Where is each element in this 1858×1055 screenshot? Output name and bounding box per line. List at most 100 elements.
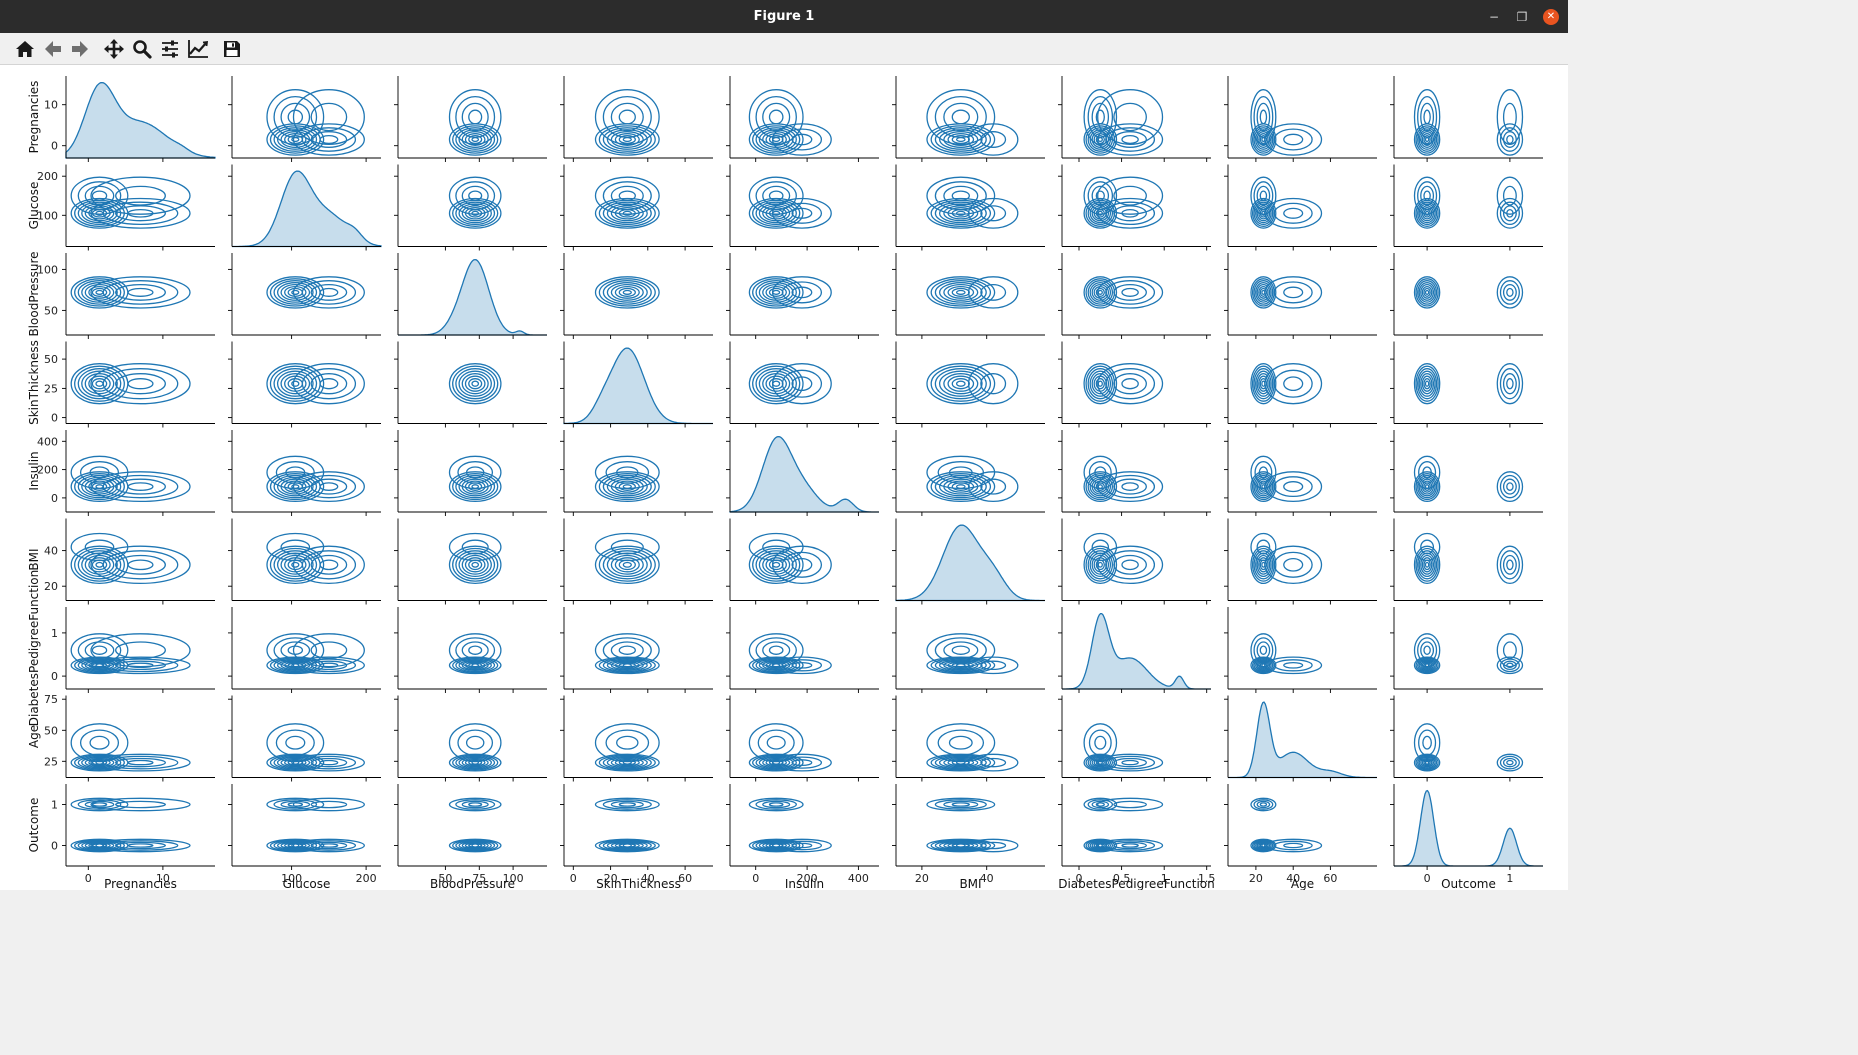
back-button[interactable] bbox=[40, 36, 66, 61]
kde-contour-line bbox=[280, 660, 311, 671]
kde-contours-age-vs-glucose bbox=[266, 723, 365, 772]
restore-button[interactable]: ❐ bbox=[1508, 0, 1536, 33]
kde-contour-line bbox=[955, 289, 966, 295]
kde-contour-line bbox=[90, 838, 191, 853]
kde-contour-line bbox=[91, 759, 108, 766]
kde-contour-line bbox=[765, 285, 787, 299]
y-tick-label: 50 bbox=[44, 724, 58, 737]
kde-contour-line bbox=[90, 633, 191, 668]
kde-contour-line bbox=[319, 843, 339, 848]
kde-contours-diabetespedigreefunction-vs-bmi bbox=[926, 633, 1019, 675]
forward-button[interactable] bbox=[67, 36, 93, 61]
kde-contour-line bbox=[458, 840, 492, 851]
figure-canvas[interactable]: 0 10 100 200 50 100 0 25 50 0 200 400 20 40 0 1 25 50 75 0 1… bbox=[0, 65, 1568, 891]
kde-contour-line bbox=[280, 539, 311, 555]
kde-contour-line bbox=[1105, 840, 1156, 851]
kde-contour-line bbox=[947, 285, 975, 299]
kde-contour-line bbox=[74, 365, 125, 402]
kde-contour-line bbox=[266, 838, 325, 853]
kde-contour-line bbox=[468, 378, 483, 390]
kde-contour-line bbox=[77, 280, 122, 305]
kde-contour-line bbox=[622, 561, 632, 568]
kde-contour-line bbox=[768, 559, 784, 571]
kde-contour-line bbox=[1083, 545, 1118, 585]
kde-contour-line bbox=[1423, 287, 1431, 297]
kde-contour-line bbox=[292, 123, 365, 156]
kde-contour-line bbox=[1283, 481, 1304, 493]
kde-contour-line bbox=[310, 554, 348, 575]
kde-contour-line bbox=[273, 550, 318, 580]
kde-contour-line bbox=[1253, 181, 1274, 211]
kde-contour-line bbox=[1421, 375, 1433, 392]
kde-contour-line bbox=[455, 474, 496, 499]
kde-density-diabetespedigreefunction bbox=[1062, 612, 1211, 690]
kde-contour-line bbox=[1089, 370, 1112, 397]
kde-contour-line bbox=[1113, 554, 1147, 575]
kde-contour-line bbox=[310, 660, 348, 671]
zoom-button[interactable] bbox=[129, 36, 155, 61]
kde-contour-line bbox=[1256, 554, 1271, 575]
kde-contour-line bbox=[461, 373, 489, 395]
kde-contour-line bbox=[291, 289, 300, 295]
kde-contour-line bbox=[752, 125, 801, 154]
kde-contour-line bbox=[758, 756, 794, 769]
kde-contour-line bbox=[88, 480, 111, 493]
kde-contours-pregnancies-vs-outcome bbox=[1413, 89, 1524, 156]
kde-contour-line bbox=[70, 532, 129, 562]
kde-contour-line bbox=[771, 123, 832, 156]
kde-contour-line bbox=[1421, 758, 1433, 767]
kde-contour-line bbox=[980, 478, 1007, 495]
save-button[interactable] bbox=[219, 36, 245, 61]
kde-contour-line bbox=[448, 123, 502, 156]
kde-contour-line bbox=[1087, 474, 1114, 499]
kde-contour-line bbox=[926, 633, 996, 668]
kde-contour-line bbox=[1083, 838, 1118, 853]
kde-contour-line bbox=[448, 532, 502, 562]
kde-contour-line bbox=[980, 757, 1007, 768]
kde-contour-line bbox=[926, 656, 996, 675]
kde-contour-line bbox=[464, 758, 486, 767]
kde-contour-line bbox=[90, 176, 191, 215]
kde-contour-line bbox=[1256, 102, 1271, 132]
kde-contour-line bbox=[1255, 840, 1272, 851]
kde-contour-line bbox=[1083, 532, 1118, 562]
kde-contour-line bbox=[70, 723, 129, 763]
kde-contour-line bbox=[758, 659, 794, 672]
kde-contour-line bbox=[755, 181, 797, 211]
configure-subplots-button[interactable] bbox=[157, 36, 183, 61]
kde-contour-line bbox=[468, 662, 483, 669]
kde-contours-age-vs-outcome bbox=[1413, 723, 1524, 772]
pan-button[interactable] bbox=[101, 36, 127, 61]
x-axis-label-pregnancies: Pregnancies bbox=[104, 877, 177, 890]
y-tick-label: 10 bbox=[44, 99, 58, 112]
kde-contour-line bbox=[1273, 476, 1313, 498]
kde-density-age bbox=[1228, 701, 1377, 779]
kde-contour-line bbox=[938, 203, 983, 224]
kde-contour-line bbox=[748, 197, 804, 229]
kde-contour-line bbox=[77, 637, 122, 664]
kde-contour-line bbox=[464, 842, 486, 849]
kde-contour-line bbox=[947, 842, 975, 849]
kde-contour-line bbox=[91, 190, 108, 201]
kde-contour-line bbox=[614, 842, 640, 849]
kde-contours-bloodpressure-vs-insulin bbox=[748, 276, 832, 309]
kde-contour-line bbox=[1250, 545, 1277, 585]
kde-contour-line bbox=[771, 753, 832, 772]
home-button[interactable] bbox=[12, 36, 38, 61]
minimize-button[interactable]: − bbox=[1480, 0, 1508, 33]
kde-contour-line bbox=[606, 659, 648, 672]
kde-contour-line bbox=[951, 802, 970, 807]
kde-contour-line bbox=[1499, 658, 1520, 673]
edit-axes-button[interactable] bbox=[185, 36, 211, 61]
kde-contour-line bbox=[1255, 552, 1272, 578]
kde-contour-line bbox=[766, 735, 786, 750]
kde-contour-line bbox=[768, 109, 784, 125]
kde-contour-line bbox=[1259, 843, 1268, 848]
kde-contour-line bbox=[102, 201, 179, 226]
close-button[interactable]: ✕ bbox=[1537, 0, 1565, 33]
kde-contour-line bbox=[594, 797, 660, 812]
kde-contours-glucose-vs-skinthickness bbox=[594, 176, 660, 229]
y-tick-label: 100 bbox=[37, 209, 58, 222]
kde-contours-insulin-vs-glucose bbox=[266, 455, 365, 503]
kde-contour-line bbox=[1083, 176, 1118, 215]
